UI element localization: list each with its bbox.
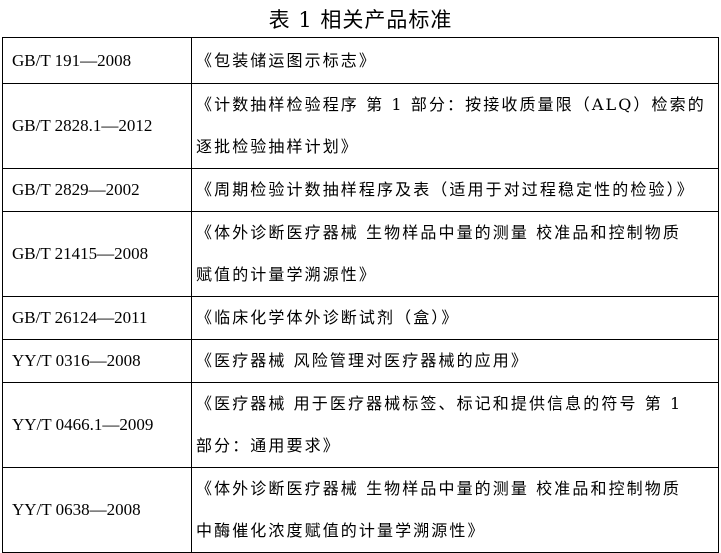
standard-name: 《周期检验计数抽样程序及表（适用于对过程稳定性的检验）》 [191, 168, 719, 212]
standard-name-line: 《体外诊断医疗器械 生物样品中量的测量 校准品和控制物质 [196, 223, 681, 242]
table-row: GB/T 2829—2002 《周期检验计数抽样程序及表（适用于对过程稳定性的检验… [2, 168, 719, 212]
standard-name-line: 《周期检验计数抽样程序及表（适用于对过程稳定性的检验）》 [196, 180, 695, 199]
table-row: GB/T 26124—2011 《临床化学体外诊断试剂（盒）》 [2, 296, 719, 340]
standard-name-line: 《计数抽样检验程序 第 1 部分：按接收质量限（ALQ）检索的 [196, 95, 706, 114]
standard-name: 《包装储运图示标志》 [191, 37, 719, 84]
standard-name-line: 《临床化学体外诊断试剂（盒）》 [196, 308, 460, 327]
standard-name-line: 赋值的计量学溯源性》 [196, 265, 378, 284]
standard-code: YY/T 0638—2008 [2, 467, 192, 553]
standard-name-line: 中酶催化浓度赋值的计量学溯源性》 [196, 521, 486, 540]
standard-code: YY/T 0466.1—2009 [2, 382, 192, 468]
standard-name-line: 《医疗器械 风险管理对医疗器械的应用》 [196, 351, 529, 370]
standard-code: GB/T 2829—2002 [2, 168, 192, 212]
table-row: YY/T 0316—2008 《医疗器械 风险管理对医疗器械的应用》 [2, 339, 719, 383]
standard-name: 《医疗器械 风险管理对医疗器械的应用》 [191, 339, 719, 383]
standard-name-line: 部分：通用要求》 [196, 436, 341, 455]
standard-name: 《医疗器械 用于医疗器械标签、标记和提供信息的符号 第 1 部分：通用要求》 [191, 382, 719, 468]
table-title: 表 1 相关产品标准 [268, 8, 453, 32]
table-row: GB/T 2828.1—2012 《计数抽样检验程序 第 1 部分：按接收质量限（… [2, 83, 719, 169]
standard-name: 《体外诊断医疗器械 生物样品中量的测量 校准品和控制物质 赋值的计量学溯源性》 [191, 211, 719, 297]
standard-code: GB/T 26124—2011 [2, 296, 192, 340]
standard-name: 《计数抽样检验程序 第 1 部分：按接收质量限（ALQ）检索的 逐批检验抽样计划》 [191, 83, 719, 169]
standard-name-line: 《体外诊断医疗器械 生物样品中量的测量 校准品和控制物质 [196, 479, 681, 498]
standard-name-line: 《医疗器械 用于医疗器械标签、标记和提供信息的符号 第 1 [196, 394, 683, 413]
table-row: GB/T 191—2008 《包装储运图示标志》 [2, 37, 719, 84]
standard-code: YY/T 0316—2008 [2, 339, 192, 383]
standards-table: GB/T 191—2008 《包装储运图示标志》 GB/T 2828.1—2012 《… [2, 37, 719, 553]
standard-code: GB/T 2828.1—2012 [2, 83, 192, 169]
standard-name: 《临床化学体外诊断试剂（盒）》 [191, 296, 719, 340]
table-row: GB/T 21415—2008 《体外诊断医疗器械 生物样品中量的测量 校准品和控… [2, 211, 719, 297]
standard-name-line: 逐批检验抽样计划》 [196, 137, 359, 156]
standard-name-line: 《包装储运图示标志》 [196, 50, 378, 70]
standard-code: GB/T 21415—2008 [2, 211, 192, 297]
standard-name: 《体外诊断医疗器械 生物样品中量的测量 校准品和控制物质 中酶催化浓度赋值的计量学… [191, 467, 719, 553]
table-row: YY/T 0466.1—2009 《医疗器械 用于医疗器械标签、标记和提供信息的符… [2, 382, 719, 468]
table-row: YY/T 0638—2008 《体外诊断医疗器械 生物样品中量的测量 校准品和控制… [2, 467, 719, 553]
standard-code: GB/T 191—2008 [2, 37, 192, 84]
